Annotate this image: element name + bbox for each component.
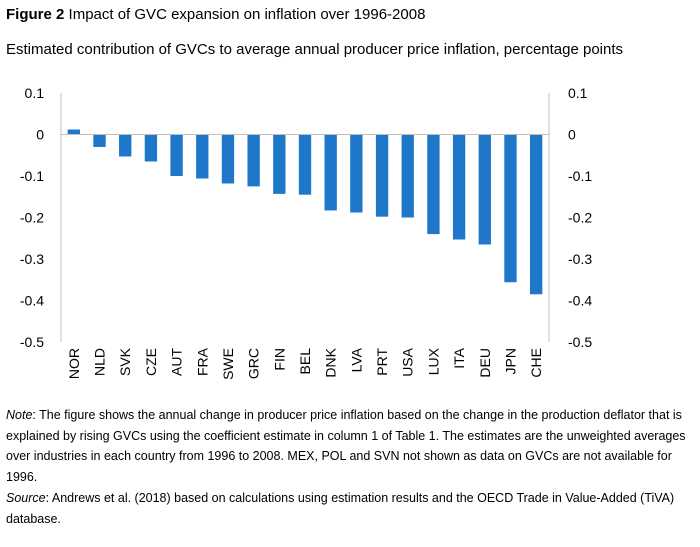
bar-fin (273, 134, 286, 194)
left-y-tick-labels: 0.1 0 -0.1 -0.2 -0.3 -0.4 -0.5 (20, 85, 44, 350)
x-tick-label-fra: FRA (194, 347, 210, 376)
source-label: Source (6, 491, 46, 505)
note-text: : The figure shows the annual change in … (6, 408, 686, 484)
x-tick-label-ita: ITA (451, 347, 467, 368)
y-tick-label-right: -0.5 (568, 334, 592, 350)
y-tick-label-right: -0.1 (568, 168, 592, 184)
x-tick-label-swe: SWE (220, 348, 236, 380)
x-tick-label-cze: CZE (143, 348, 159, 376)
bar-aut (170, 134, 183, 176)
bar-nld (93, 134, 106, 147)
bar-che (529, 134, 543, 295)
x-tick-label-aut: AUT (169, 348, 185, 376)
y-tick-label-right: 0.1 (568, 85, 588, 101)
x-tick-label-jpn: JPN (502, 348, 518, 374)
plot-frame (60, 93, 550, 342)
bar-ita (452, 134, 466, 240)
x-tick-label-usa: USA (400, 347, 416, 376)
x-tick-label-che: CHE (528, 348, 544, 378)
y-tick-label-right: -0.2 (568, 210, 592, 226)
bar-chart: 0.1 0 -0.1 -0.2 -0.3 -0.4 -0.5 0.1 0 -0.1 -0.2 -0.… (20, 85, 592, 380)
bar-nor (67, 129, 81, 135)
x-tick-label-lva: LVA (348, 347, 364, 372)
figure-note: Note: The figure shows the annual change… (6, 405, 696, 487)
x-tick-labels: NOR NLD SVK CZE AUT FRA SWE GRC FIN BEL DNK LVA PRT U… (66, 347, 544, 380)
x-tick-label-lux: LUX (425, 347, 441, 375)
y-tick-label-right: 0 (568, 127, 576, 143)
x-tick-label-nld: NLD (92, 348, 108, 376)
y-tick-label-left: -0.5 (20, 334, 44, 350)
bar-jpn (504, 134, 517, 283)
bar-series (67, 129, 543, 295)
x-tick-label-grc: GRC (246, 348, 262, 379)
chart-subtitle: Estimated contribution of GVCs to averag… (6, 41, 624, 58)
bar-fra (196, 134, 209, 179)
y-tick-label-left: -0.1 (20, 168, 44, 184)
bar-svk (119, 134, 132, 157)
y-tick-label-left: 0 (36, 127, 44, 143)
x-tick-label-svk: SVK (117, 347, 133, 376)
x-tick-label-bel: BEL (297, 348, 313, 375)
y-tick-label-left: -0.4 (20, 293, 44, 309)
figure-label: Figure 2 (6, 6, 65, 23)
bar-dnk (324, 134, 337, 211)
y-tick-label-left: 0.1 (25, 85, 45, 101)
bar-prt (375, 134, 389, 217)
bar-grc (247, 134, 260, 187)
figure-title-text: Impact of GVC expansion on inflation ove… (68, 6, 426, 23)
bar-lva (350, 134, 363, 213)
x-tick-label-dnk: DNK (323, 347, 339, 377)
bar-swe (221, 134, 235, 184)
x-tick-label-deu: DEU (477, 348, 493, 378)
note-label: Note (6, 408, 33, 422)
bar-lux (427, 134, 440, 235)
bar-bel (298, 134, 312, 195)
y-tick-label-left: -0.2 (20, 210, 44, 226)
source-text: : Andrews et al. (2018) based on calcula… (6, 491, 675, 526)
x-tick-label-nor: NOR (66, 348, 82, 379)
y-tick-label-right: -0.4 (568, 293, 592, 309)
bar-usa (401, 134, 414, 218)
x-tick-label-prt: PRT (374, 348, 390, 376)
y-tick-label-left: -0.3 (20, 251, 44, 267)
figure-title: Figure 2 Impact of GVC expansion on infl… (6, 6, 425, 23)
x-tick-label-fin: FIN (271, 348, 287, 371)
bar-cze (144, 134, 158, 162)
figure-source: Source: Andrews et al. (2018) based on c… (6, 488, 696, 529)
y-tick-label-right: -0.3 (568, 251, 592, 267)
right-y-tick-labels: 0.1 0 -0.1 -0.2 -0.3 -0.4 -0.5 (568, 85, 592, 350)
bar-deu (478, 134, 491, 245)
